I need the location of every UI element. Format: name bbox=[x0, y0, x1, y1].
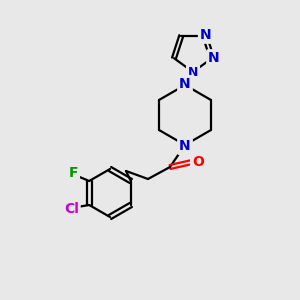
Text: N: N bbox=[208, 51, 220, 65]
Text: N: N bbox=[188, 67, 198, 80]
Text: Cl: Cl bbox=[64, 202, 79, 216]
Text: F: F bbox=[68, 166, 78, 180]
Text: N: N bbox=[179, 139, 191, 153]
Text: N: N bbox=[200, 28, 212, 42]
Text: O: O bbox=[192, 155, 204, 169]
Text: N: N bbox=[179, 77, 191, 91]
